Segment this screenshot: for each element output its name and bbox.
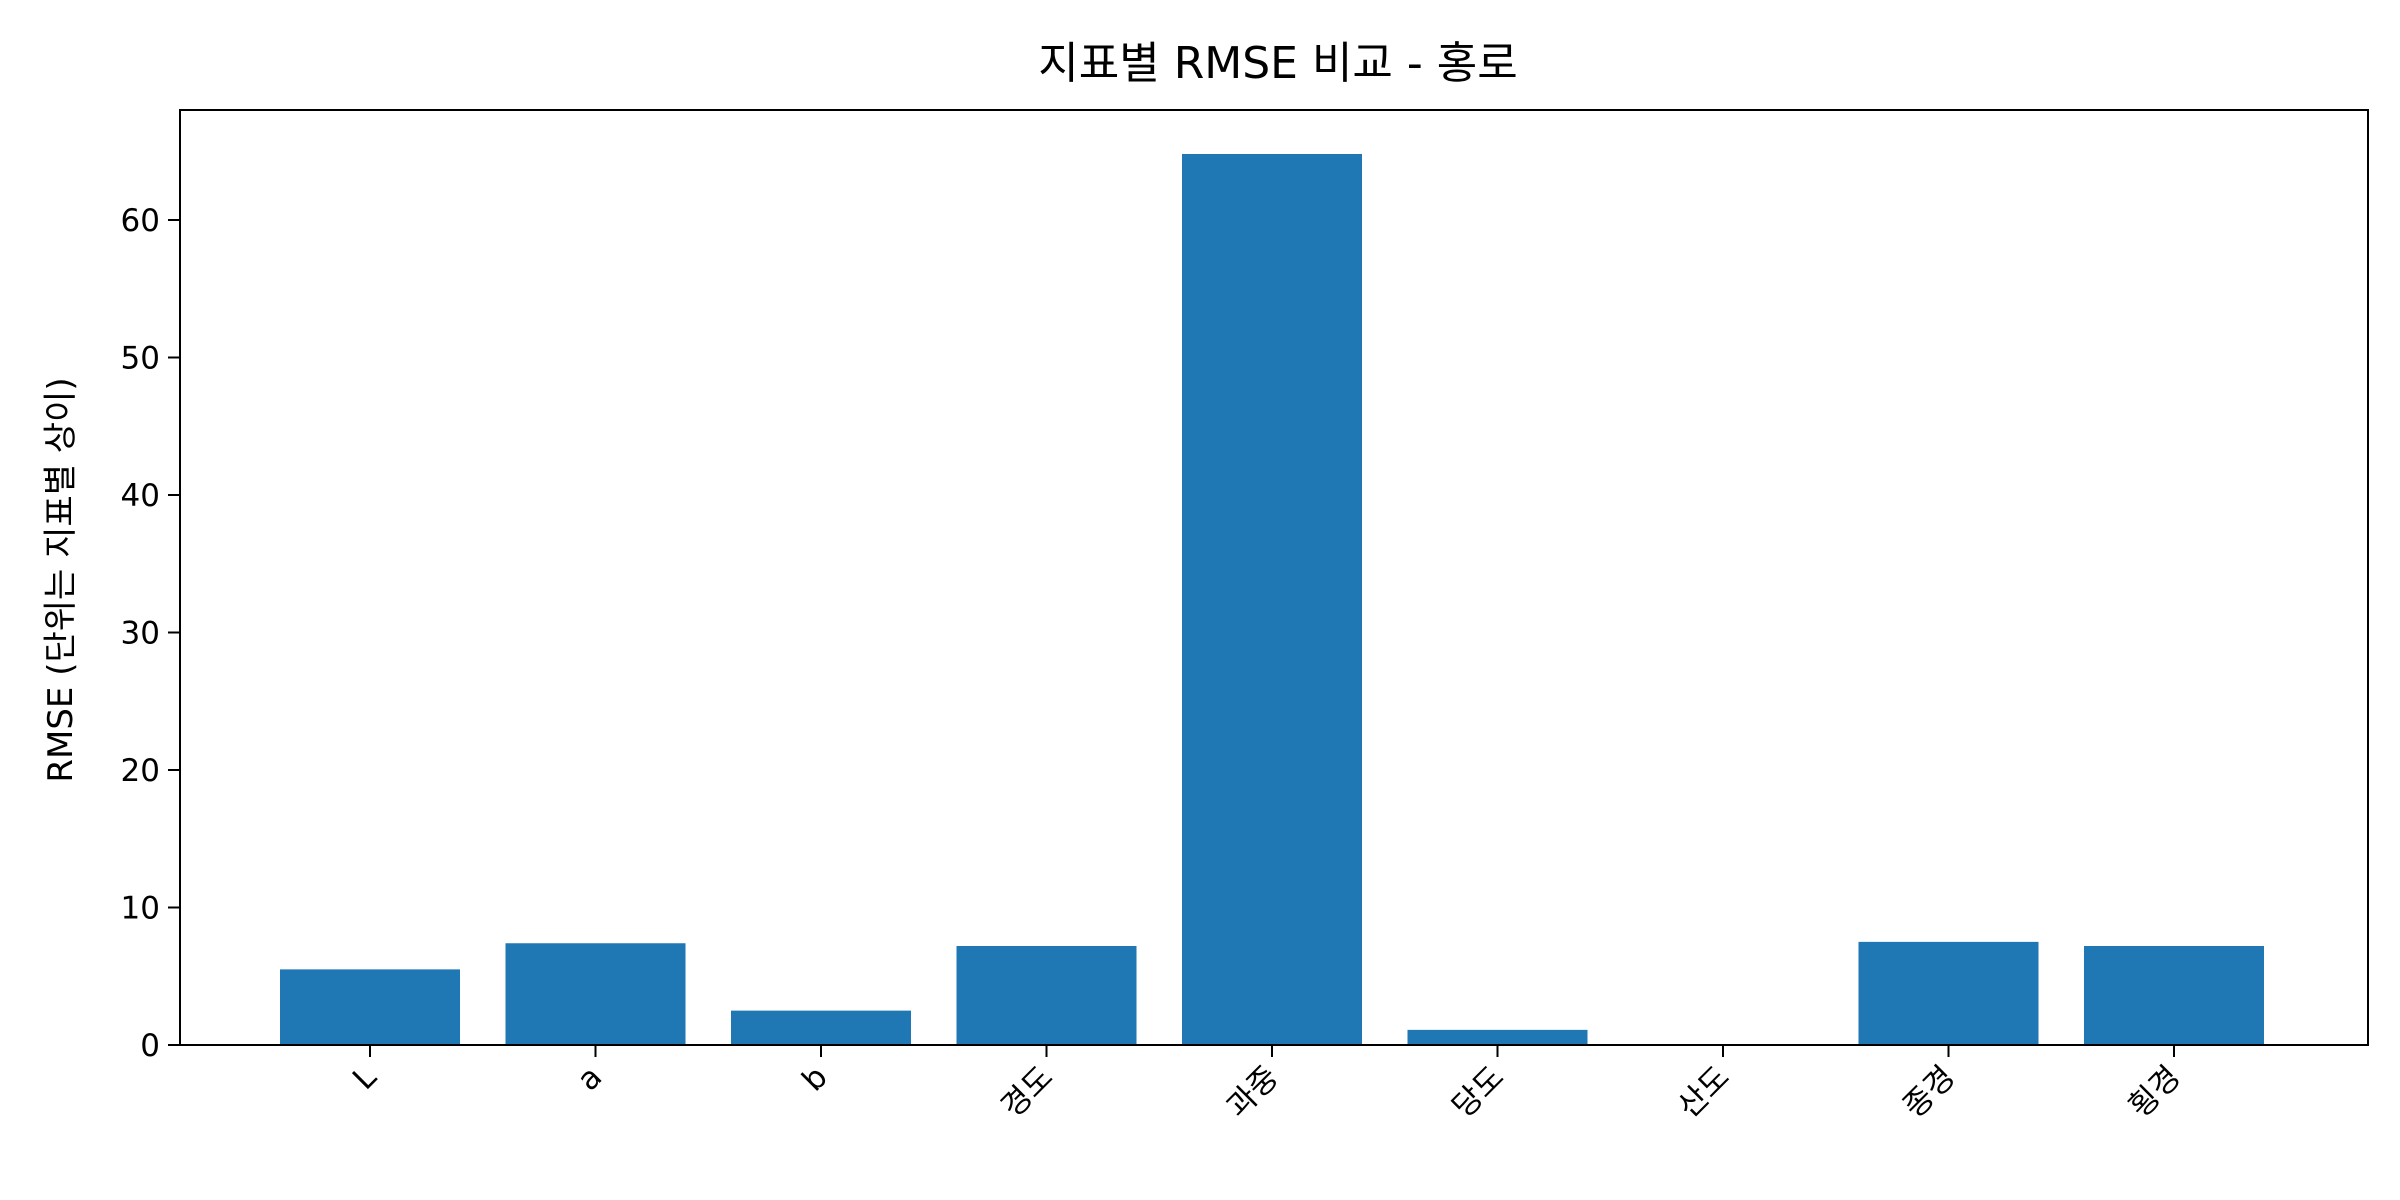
x-tick-label-0: L (346, 1059, 384, 1097)
bar-5 (1407, 1029, 1588, 1045)
y-axis-label: RMSE (단위는 지표별 상이) (41, 377, 81, 782)
plot-frame (179, 109, 2369, 1046)
x-tick-label-5: 당도 (1445, 1059, 1511, 1125)
bar-3 (956, 946, 1137, 1045)
y-tick-label-1: 10 (121, 891, 160, 927)
bar-1 (505, 943, 686, 1045)
y-tick-label-0: 0 (140, 1028, 160, 1064)
bar-0 (280, 969, 460, 1045)
x-tick-label-3: 경도 (994, 1059, 1060, 1125)
bar-2 (731, 1010, 911, 1045)
x-tick-label-7: 종경 (1896, 1059, 1962, 1125)
y-tick-label-5: 50 (121, 341, 160, 377)
x-tick-label-2: b (795, 1059, 834, 1098)
y-axis-ticks: 0 10 20 30 40 50 60 (121, 203, 180, 1064)
chart-title: 지표별 RMSE 비교 - 홍로 (1038, 38, 1517, 89)
bar-4 (1182, 154, 1362, 1045)
bar-8 (2084, 946, 2264, 1045)
y-tick-label-2: 20 (121, 753, 160, 789)
x-tick-label-8: 횡경 (2122, 1059, 2188, 1125)
y-tick-label-6: 60 (121, 203, 160, 239)
bar-7 (1858, 941, 2039, 1045)
x-tick-label-4: 과중 (1220, 1059, 1286, 1125)
x-tick-label-6: 산도 (1671, 1059, 1737, 1125)
y-tick-label-3: 30 (121, 616, 160, 652)
x-tick-label-1: a (570, 1059, 609, 1098)
y-tick-label-4: 40 (121, 478, 160, 514)
bars-group (280, 154, 2264, 1045)
